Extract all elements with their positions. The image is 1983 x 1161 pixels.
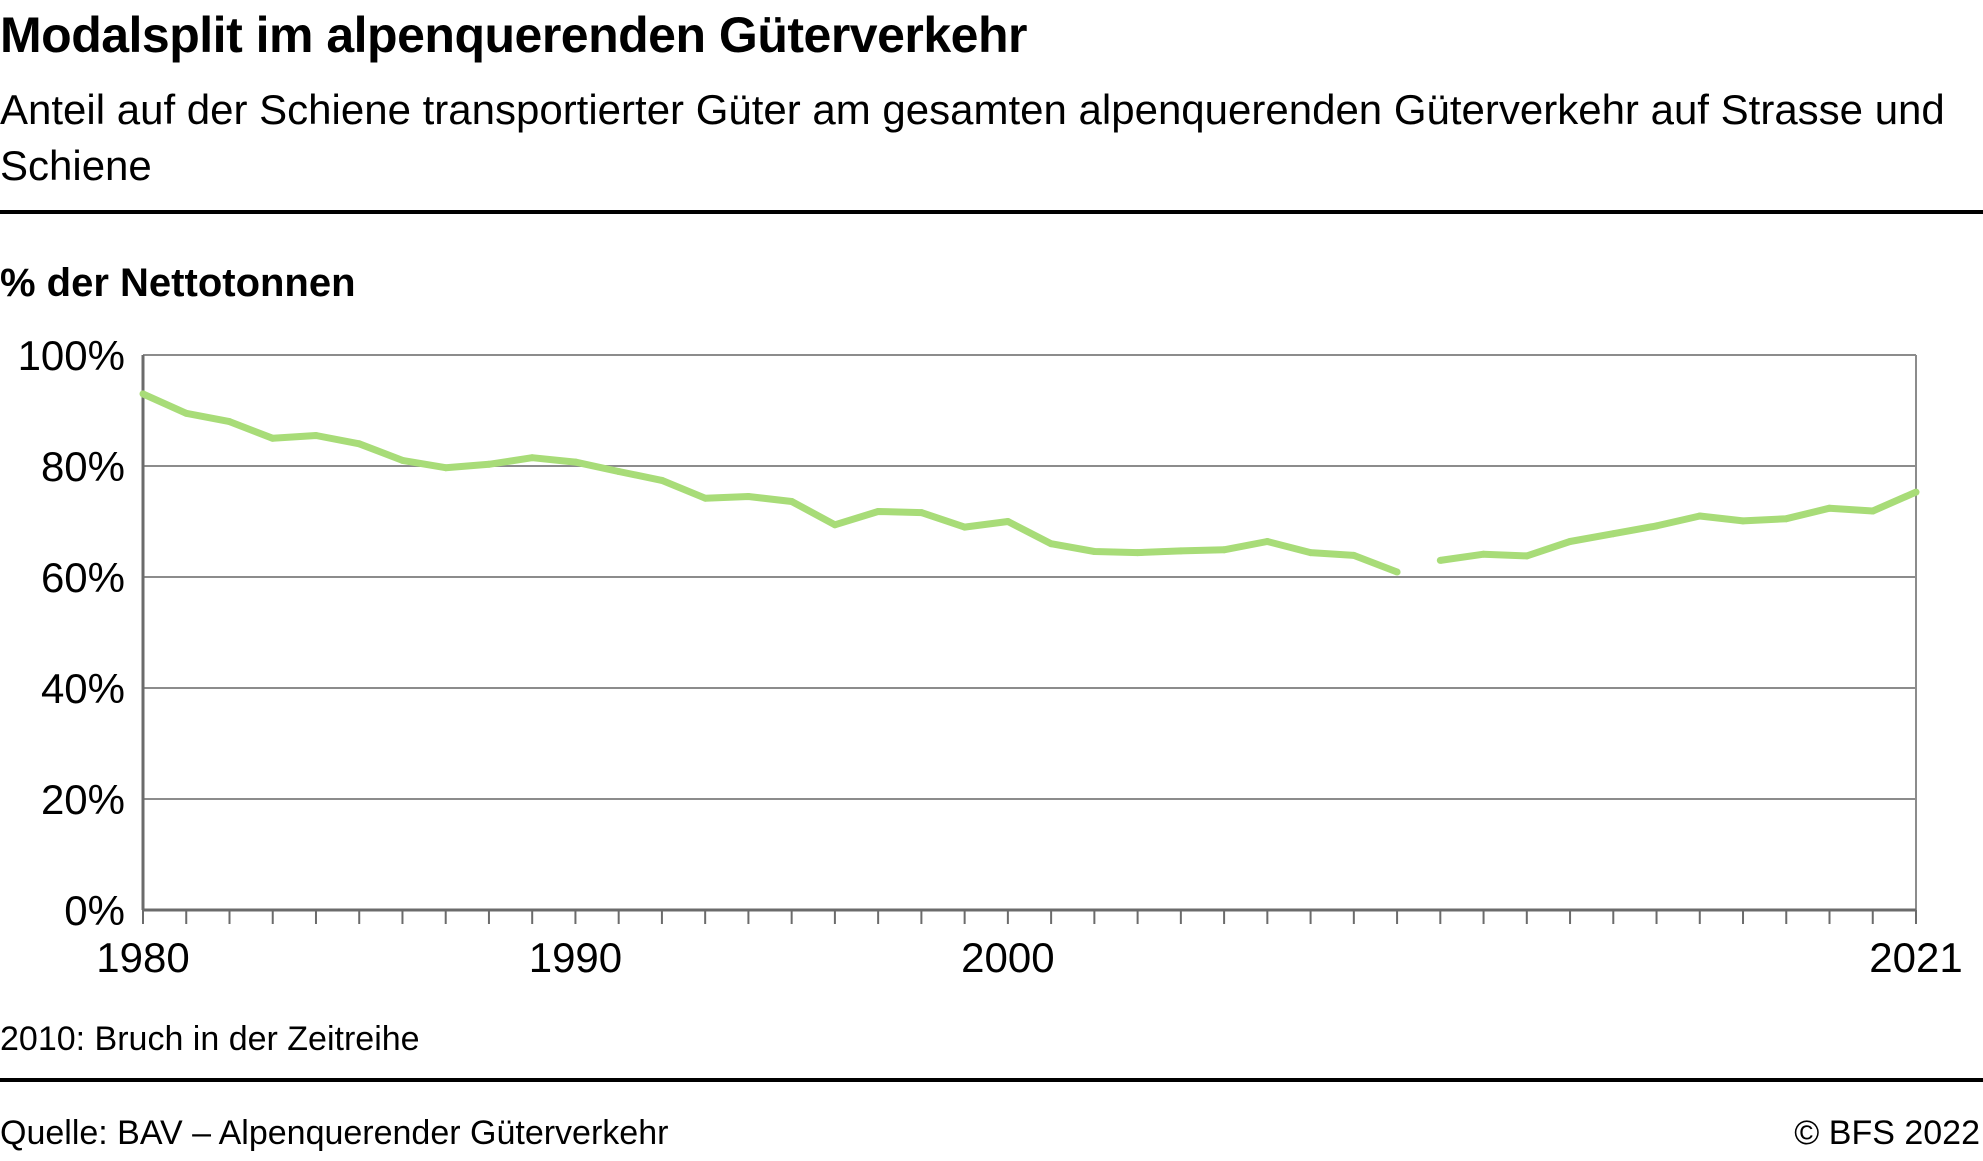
data-point-2017 bbox=[1739, 517, 1747, 525]
data-point-1993 bbox=[701, 494, 709, 502]
data-point-2020 bbox=[1869, 507, 1877, 515]
data-point-1989 bbox=[528, 454, 536, 462]
data-point-2021 bbox=[1912, 488, 1920, 496]
y-tick-label-100: 100% bbox=[18, 332, 125, 379]
data-point-2015 bbox=[1653, 522, 1660, 530]
data-point-2016 bbox=[1696, 512, 1704, 520]
data-point-1981 bbox=[182, 409, 190, 417]
y-tick-label-20: 20% bbox=[41, 776, 125, 823]
tick-labels: 0% 20% 40% 60% 80% 100% 1980 1990 2000 2021 bbox=[18, 332, 1963, 981]
data-point-1987 bbox=[442, 464, 450, 472]
data-point-1980 bbox=[139, 390, 147, 398]
grid-lines bbox=[143, 354, 1916, 800]
data-series bbox=[139, 390, 1920, 576]
data-point-1994 bbox=[744, 493, 752, 500]
y-tick-label-0: 0% bbox=[64, 887, 125, 934]
data-point-1997 bbox=[874, 508, 882, 515]
data-point-1988 bbox=[485, 460, 493, 468]
data-point-2013 bbox=[1566, 538, 1574, 545]
data-point-2010 bbox=[1436, 556, 1444, 564]
data-point-2004 bbox=[1177, 547, 1185, 555]
data-point-2019 bbox=[1826, 504, 1833, 512]
copyright-text: © BFS 2022 bbox=[1794, 1114, 1980, 1152]
source-text: Quelle: BAV – Alpenquerender Güterverkeh… bbox=[0, 1114, 669, 1152]
series-line-2 bbox=[1439, 488, 1918, 564]
y-tick-label-40: 40% bbox=[41, 665, 125, 712]
x-tick-label-1990: 1990 bbox=[529, 934, 622, 981]
data-point-2007 bbox=[1307, 549, 1315, 557]
data-point-1998 bbox=[917, 509, 925, 517]
line-chart: 0% 20% 40% 60% 80% 100% 1980 1990 2000 2021 bbox=[18, 332, 1963, 981]
data-point-2005 bbox=[1220, 546, 1228, 554]
data-point-1999 bbox=[961, 523, 969, 531]
data-point-1996 bbox=[831, 521, 839, 529]
data-point-1991 bbox=[615, 468, 623, 475]
data-point-2018 bbox=[1782, 515, 1790, 523]
x-tick-label-1980: 1980 bbox=[96, 934, 189, 981]
data-point-2006 bbox=[1263, 538, 1271, 545]
data-point-1995 bbox=[788, 498, 796, 505]
data-point-1986 bbox=[399, 456, 406, 464]
data-point-2012 bbox=[1523, 552, 1531, 560]
data-point-2009 bbox=[1393, 568, 1401, 576]
data-point-2000 bbox=[1004, 518, 1012, 525]
data-point-1992 bbox=[658, 476, 666, 484]
data-point-1985 bbox=[355, 440, 363, 448]
bottom-divider bbox=[0, 1078, 1983, 1082]
data-point-1984 bbox=[312, 432, 320, 439]
x-tick-label-2000: 2000 bbox=[961, 934, 1054, 981]
data-point-2001 bbox=[1047, 540, 1055, 548]
data-point-1990 bbox=[571, 458, 579, 466]
data-point-2002 bbox=[1090, 548, 1098, 555]
data-point-2003 bbox=[1134, 549, 1142, 557]
data-point-2008 bbox=[1350, 551, 1358, 559]
y-axis-unit-label: % der Nettotonnen bbox=[0, 261, 356, 305]
data-point-1982 bbox=[226, 418, 233, 426]
data-point-2014 bbox=[1609, 530, 1617, 538]
y-tick-label-60: 60% bbox=[41, 554, 125, 601]
chart-title: Modalsplit im alpenquerenden Güterverkeh… bbox=[0, 7, 1027, 63]
x-tick-label-2021: 2021 bbox=[1869, 934, 1962, 981]
top-divider bbox=[0, 210, 1983, 214]
data-point-1983 bbox=[269, 434, 277, 442]
chart-subtitle: Anteil auf der Schiene transportierter G… bbox=[0, 86, 1945, 189]
data-point-2011 bbox=[1480, 550, 1488, 558]
chart-note: 2010: Bruch in der Zeitreihe bbox=[0, 1020, 420, 1058]
series-line-1 bbox=[141, 390, 1399, 576]
axes bbox=[141, 355, 1917, 924]
y-tick-label-80: 80% bbox=[41, 443, 125, 490]
